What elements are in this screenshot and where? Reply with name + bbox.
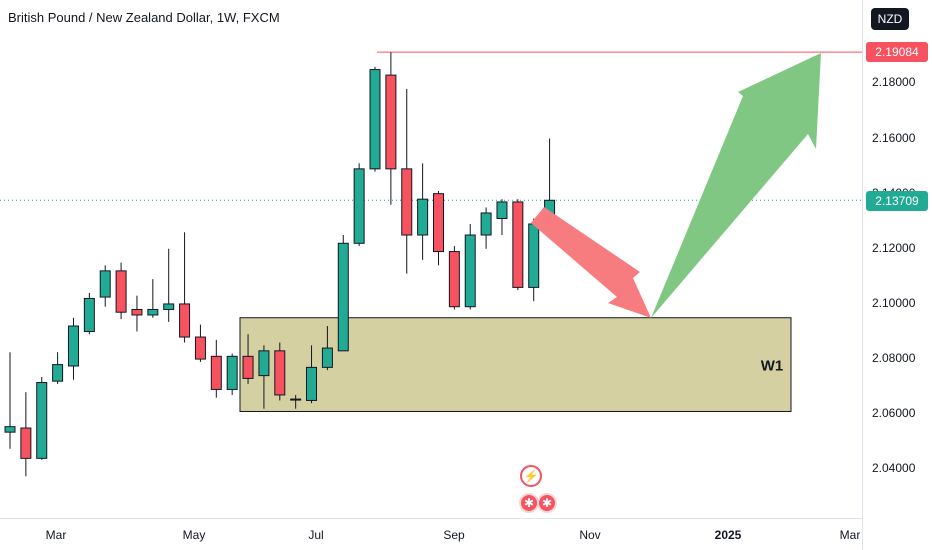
candle-body: [131, 308, 143, 316]
x-tick-label: May: [182, 528, 206, 542]
candle-body: [417, 198, 429, 236]
candle-body: [20, 427, 32, 459]
x-tick-label: 2025: [714, 528, 742, 542]
lightning-icon[interactable]: ⚡: [520, 465, 542, 487]
candle-body: [480, 212, 492, 236]
x-tick-label: Mar: [839, 528, 861, 542]
candle-body: [4, 426, 16, 433]
candle-body: [147, 308, 159, 316]
candle-body: [99, 270, 111, 298]
candle-body: [337, 242, 349, 352]
y-tick-label: 2.08000: [872, 351, 916, 365]
candle-body: [528, 223, 540, 288]
candle-body: [432, 193, 444, 253]
candle-body: [67, 325, 79, 367]
zone-label: W1: [760, 357, 784, 375]
y-tick-label: 2.06000: [872, 406, 916, 420]
candle-body: [194, 336, 206, 360]
candle-body: [512, 201, 524, 288]
candle-body: [369, 69, 381, 170]
x-tick-label: Mar: [45, 528, 67, 542]
candle-body: [353, 168, 365, 244]
x-tick-label: Sep: [443, 528, 465, 542]
candle-body: [401, 168, 413, 236]
candle-body: [83, 297, 95, 333]
candle-body: [226, 355, 238, 390]
candle-body: [448, 251, 460, 308]
up-arrow: [651, 53, 821, 318]
last-price-tag: 2.13709: [866, 191, 928, 211]
uk-flag-icon[interactable]: ✱: [519, 493, 539, 513]
candle-body: [36, 382, 48, 459]
candle-body: [290, 398, 302, 401]
price-axis-divider: [862, 0, 863, 550]
time-axis-divider: [0, 518, 862, 519]
candle-body: [274, 350, 286, 396]
candle-body: [321, 347, 333, 368]
currency-badge[interactable]: NZD: [871, 8, 909, 30]
y-tick-label: 2.16000: [872, 131, 916, 145]
candle-body: [306, 366, 318, 401]
candle-body: [210, 355, 222, 390]
chart-title: British Pound / New Zealand Dollar, 1W, …: [8, 10, 280, 25]
down-arrow: [531, 207, 651, 318]
y-tick-label: 2.18000: [872, 75, 916, 89]
candle-body: [385, 74, 397, 170]
y-tick-label: 2.10000: [872, 296, 916, 310]
candle-body: [179, 303, 191, 338]
x-tick-label: Nov: [579, 528, 601, 542]
y-tick-label: 2.12000: [872, 241, 916, 255]
candle-body: [464, 234, 476, 308]
y-tick-label: 2.04000: [872, 461, 916, 475]
candle-body: [258, 350, 270, 377]
candle-body: [52, 364, 64, 382]
candle-body: [242, 355, 254, 379]
candle-body: [115, 270, 127, 313]
uk-flag-icon[interactable]: ✱: [537, 493, 557, 513]
x-tick-label: Jul: [308, 528, 324, 542]
high-price-tag: 2.19084: [866, 42, 928, 62]
candle-body: [496, 201, 508, 219]
candle-body: [163, 303, 175, 310]
